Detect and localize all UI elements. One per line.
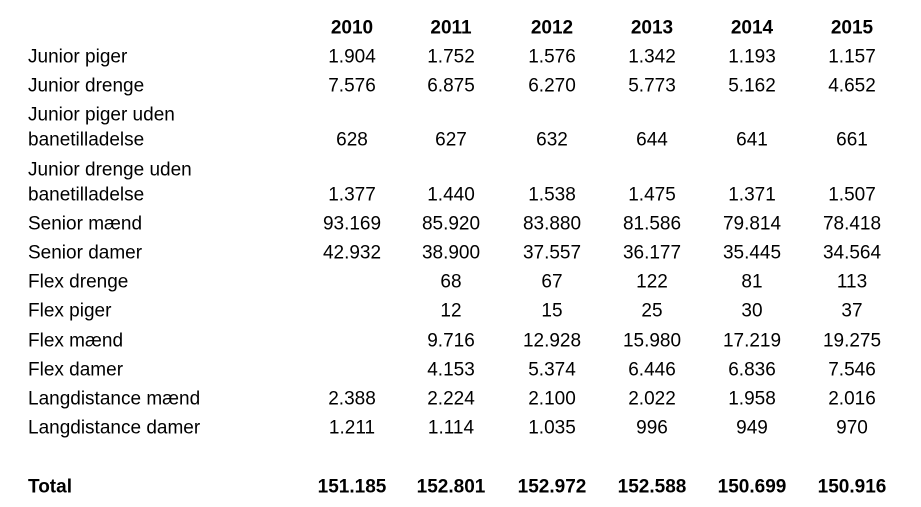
cell: 1.507 bbox=[828, 184, 876, 206]
cell: 2.100 bbox=[528, 388, 576, 410]
cell: 2.022 bbox=[628, 388, 676, 410]
cell: 15 bbox=[541, 300, 563, 322]
cell: 5.162 bbox=[728, 75, 776, 97]
cell: 85.920 bbox=[421, 213, 481, 235]
cell: 1.114 bbox=[427, 417, 475, 439]
row-label: Flex mænd bbox=[28, 330, 124, 352]
cell: 644 bbox=[636, 129, 668, 151]
total-label: Total bbox=[28, 476, 72, 498]
cell: 1.538 bbox=[528, 184, 576, 206]
cell: 4.652 bbox=[828, 75, 876, 97]
cell: 1.157 bbox=[828, 46, 876, 68]
row-label: Junior piger uden bbox=[28, 104, 175, 126]
cell: 1.211 bbox=[328, 417, 376, 439]
cell: 996 bbox=[636, 417, 668, 439]
year-header: 2014 bbox=[730, 17, 774, 39]
cell: 1.958 bbox=[728, 388, 776, 410]
year-header: 2013 bbox=[630, 17, 674, 39]
year-header: 2015 bbox=[830, 17, 874, 39]
cell: 949 bbox=[736, 417, 768, 439]
cell: 81 bbox=[741, 271, 763, 293]
cell: 122 bbox=[636, 271, 668, 293]
cell: 1.193 bbox=[728, 46, 776, 68]
cell: 1.440 bbox=[427, 184, 475, 206]
year-header: 2010 bbox=[330, 17, 374, 39]
row-label: Flex damer bbox=[28, 359, 124, 381]
total-cell: 152.972 bbox=[517, 476, 587, 498]
cell: 970 bbox=[836, 417, 868, 439]
total-cell: 150.699 bbox=[717, 476, 787, 498]
cell: 37.557 bbox=[522, 242, 582, 264]
row-label: Senior damer bbox=[28, 242, 143, 264]
cell: 661 bbox=[836, 129, 868, 151]
total-cell: 152.801 bbox=[416, 476, 486, 498]
cell: 632 bbox=[536, 129, 568, 151]
cell: 2.388 bbox=[328, 388, 376, 410]
year-header: 2012 bbox=[530, 17, 574, 39]
total-cell: 152.588 bbox=[617, 476, 687, 498]
cell: 4.153 bbox=[427, 359, 475, 381]
row-label: Flex drenge bbox=[28, 271, 129, 293]
row-label: Flex piger bbox=[28, 300, 112, 322]
row-label: Langdistance damer bbox=[28, 417, 201, 439]
cell: 9.716 bbox=[427, 330, 475, 352]
cell: 5.773 bbox=[628, 75, 676, 97]
cell: 36.177 bbox=[622, 242, 682, 264]
row-label: banetilladelse bbox=[28, 129, 145, 151]
cell: 19.275 bbox=[822, 330, 882, 352]
cell: 37 bbox=[841, 300, 863, 322]
cell: 1.576 bbox=[528, 46, 576, 68]
total-cell: 151.185 bbox=[317, 476, 387, 498]
cell: 25 bbox=[641, 300, 663, 322]
cell: 628 bbox=[336, 129, 368, 151]
cell: 627 bbox=[435, 129, 467, 151]
cell: 7.546 bbox=[828, 359, 876, 381]
cell: 93.169 bbox=[322, 213, 382, 235]
row-label: Senior mænd bbox=[28, 213, 143, 235]
cell: 67 bbox=[541, 271, 563, 293]
row-label: Junior drenge uden bbox=[28, 159, 192, 181]
cell: 81.586 bbox=[622, 213, 682, 235]
cell: 1.752 bbox=[427, 46, 475, 68]
cell: 113 bbox=[836, 271, 868, 293]
cell: 6.270 bbox=[528, 75, 576, 97]
cell: 79.814 bbox=[722, 213, 782, 235]
cell: 42.932 bbox=[322, 242, 382, 264]
cell: 1.377 bbox=[328, 184, 376, 206]
cell: 6.446 bbox=[628, 359, 676, 381]
cell: 17.219 bbox=[722, 330, 782, 352]
cell: 12 bbox=[440, 300, 462, 322]
cell: 34.564 bbox=[822, 242, 882, 264]
cell: 38.900 bbox=[421, 242, 481, 264]
cell: 5.374 bbox=[528, 359, 576, 381]
cell: 6.836 bbox=[728, 359, 776, 381]
cell: 1.371 bbox=[728, 184, 776, 206]
row-label: banetilladelse bbox=[28, 184, 145, 206]
cell: 12.928 bbox=[522, 330, 582, 352]
row-label: Junior piger bbox=[28, 46, 128, 68]
cell: 2.224 bbox=[427, 388, 475, 410]
cell: 1.904 bbox=[328, 46, 376, 68]
cell: 30 bbox=[741, 300, 763, 322]
row-label: Junior drenge bbox=[28, 75, 145, 97]
cell: 1.342 bbox=[628, 46, 676, 68]
cell: 6.875 bbox=[427, 75, 475, 97]
cell: 35.445 bbox=[722, 242, 782, 264]
cell: 1.035 bbox=[528, 417, 576, 439]
cell: 15.980 bbox=[622, 330, 682, 352]
cell: 1.475 bbox=[628, 184, 676, 206]
cell: 83.880 bbox=[522, 213, 582, 235]
total-cell: 150.916 bbox=[817, 476, 887, 498]
cell: 68 bbox=[440, 271, 462, 293]
cell: 641 bbox=[736, 129, 768, 151]
cell: 78.418 bbox=[822, 213, 882, 235]
cell: 7.576 bbox=[328, 75, 376, 97]
year-header: 2011 bbox=[430, 17, 472, 39]
cell: 2.016 bbox=[828, 388, 876, 410]
row-label: Langdistance mænd bbox=[28, 388, 201, 410]
